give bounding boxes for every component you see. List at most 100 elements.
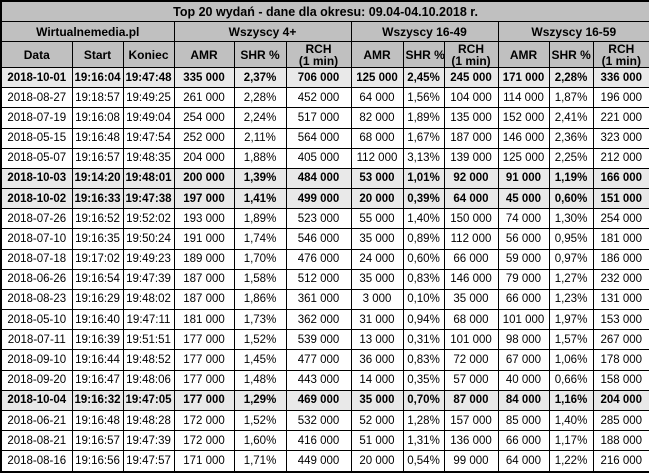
table-cell: 146 000: [443, 268, 499, 290]
table-cell: 512 000: [285, 268, 352, 290]
table-cell: 2,24%: [233, 107, 287, 129]
table-cell: 181 000: [173, 309, 235, 331]
table-cell: 19:47:39: [122, 430, 175, 452]
table-cell: 2018-07-11: [0, 329, 73, 351]
table-cell: 564 000: [285, 127, 352, 149]
table-cell: 2018-08-23: [0, 288, 73, 311]
table-cell: 19:16:48: [71, 409, 124, 432]
table-row: 2018-08-27 19:18:57 19:49:25 261 000 2,28% 45…: [0, 87, 649, 109]
table-cell: 2018-10-04: [0, 389, 73, 411]
table-cell: 85 000: [497, 409, 550, 432]
table-cell: 19:47:11: [122, 309, 175, 331]
table-cell: 177 000: [173, 349, 235, 371]
group-header-row: Wirtualnemedia.pl Wszyscy 4+ Wszyscy 16-…: [0, 21, 649, 42]
table-cell: 2018-10-01: [0, 66, 73, 89]
table-cell: 189 000: [173, 248, 235, 270]
table-cell: 153 000: [592, 309, 649, 331]
table-cell: 0,60%: [402, 248, 445, 270]
table-row: 2018-08-23 19:16:29 19:48:02 187 000 1,86% 36…: [0, 288, 649, 311]
table-cell: 452 000: [285, 87, 352, 109]
table-cell: 35 000: [350, 228, 404, 250]
table-cell: 84 000: [497, 389, 550, 411]
table-cell: 82 000: [350, 107, 404, 129]
column-header-rch-16-59: RCH (1 min): [592, 41, 649, 68]
table-cell: 114 000: [497, 87, 550, 109]
table-cell: 40 000: [497, 369, 550, 391]
table-cell: 19:48:28: [122, 409, 175, 432]
table-cell: 0,39%: [402, 188, 445, 210]
table-cell: 1,60%: [233, 430, 287, 452]
table-cell: 405 000: [285, 147, 352, 169]
table-cell: 0,60%: [548, 188, 594, 210]
table-cell: 112 000: [443, 228, 499, 250]
table-cell: 19:47:38: [122, 188, 175, 210]
table-cell: 68 000: [350, 127, 404, 149]
table-cell: 2018-09-20: [0, 369, 73, 391]
table-cell: 449 000: [285, 450, 352, 473]
table-cell: 146 000: [497, 127, 550, 149]
table-cell: 177 000: [173, 389, 235, 411]
table-cell: 2018-06-21: [0, 409, 73, 432]
table-cell: 57 000: [443, 369, 499, 391]
table-cell: 285 000: [592, 409, 649, 432]
table-cell: 2,25%: [548, 147, 594, 169]
table-cell: 443 000: [285, 369, 352, 391]
table-cell: 1,23%: [548, 288, 594, 311]
table-cell: 178 000: [592, 349, 649, 371]
table-cell: 0,89%: [402, 228, 445, 250]
table-row: 2018-10-04 19:16:32 19:47:05 177 000 1,29% 46…: [0, 389, 649, 411]
table-cell: 35 000: [443, 288, 499, 311]
table-cell: 19:16:47: [71, 369, 124, 391]
table-cell: 177 000: [173, 329, 235, 351]
table-cell: 166 000: [592, 167, 649, 190]
column-header-row: Data Start Koniec AMR SHR % RCH (1 min) …: [0, 41, 649, 68]
table-cell: 1,73%: [233, 309, 287, 331]
table-cell: 336 000: [592, 66, 649, 89]
table-cell: 2018-08-21: [0, 430, 73, 452]
table-cell: 56 000: [497, 228, 550, 250]
table-cell: 19:48:52: [122, 349, 175, 371]
table-cell: 1,29%: [233, 389, 287, 411]
table-row: 2018-07-26 19:16:52 19:52:02 193 000 1,89% 52…: [0, 208, 649, 230]
table-cell: 499 000: [285, 188, 352, 210]
table-cell: 67 000: [497, 349, 550, 371]
table-cell: 2018-06-26: [0, 268, 73, 290]
table-cell: 19:16:39: [71, 329, 124, 351]
table-cell: 1,19%: [548, 167, 594, 190]
table-cell: 66 000: [497, 288, 550, 311]
table-row: 2018-07-11 19:16:39 19:51:51 177 000 1,52% 53…: [0, 329, 649, 351]
table-cell: 31 000: [350, 309, 404, 331]
table-cell: 706 000: [285, 66, 352, 89]
table-cell: 1,88%: [233, 147, 287, 169]
table-cell: 1,89%: [233, 208, 287, 230]
table-cell: 0,66%: [548, 369, 594, 391]
table-cell: 74 000: [497, 208, 550, 230]
table-cell: 1,52%: [233, 329, 287, 351]
table-cell: 101 000: [443, 329, 499, 351]
table-cell: 3,13%: [402, 147, 445, 169]
table-cell: 19:48:06: [122, 369, 175, 391]
table-cell: 523 000: [285, 208, 352, 230]
table-cell: 135 000: [443, 107, 499, 129]
table-cell: 416 000: [285, 430, 352, 452]
table-cell: 187 000: [443, 127, 499, 149]
table-cell: 157 000: [443, 409, 499, 432]
table-cell: 0,31%: [402, 329, 445, 351]
table-cell: 64 000: [443, 188, 499, 210]
table-cell: 19:16:32: [71, 389, 124, 411]
table-cell: 2018-10-03: [0, 167, 73, 190]
table-cell: 1,06%: [548, 349, 594, 371]
table-cell: 13 000: [350, 329, 404, 351]
table-cell: 3 000: [350, 288, 404, 311]
table-cell: 171 000: [497, 66, 550, 89]
table-cell: 139 000: [443, 147, 499, 169]
table-cell: 68 000: [443, 309, 499, 331]
table-cell: 19:16:57: [71, 147, 124, 169]
table-cell: 187 000: [173, 268, 235, 290]
table-cell: 1,01%: [402, 167, 445, 190]
table-cell: 24 000: [350, 248, 404, 270]
table-cell: 131 000: [592, 288, 649, 311]
table-cell: 1,67%: [402, 127, 445, 149]
table-cell: 35 000: [350, 389, 404, 411]
